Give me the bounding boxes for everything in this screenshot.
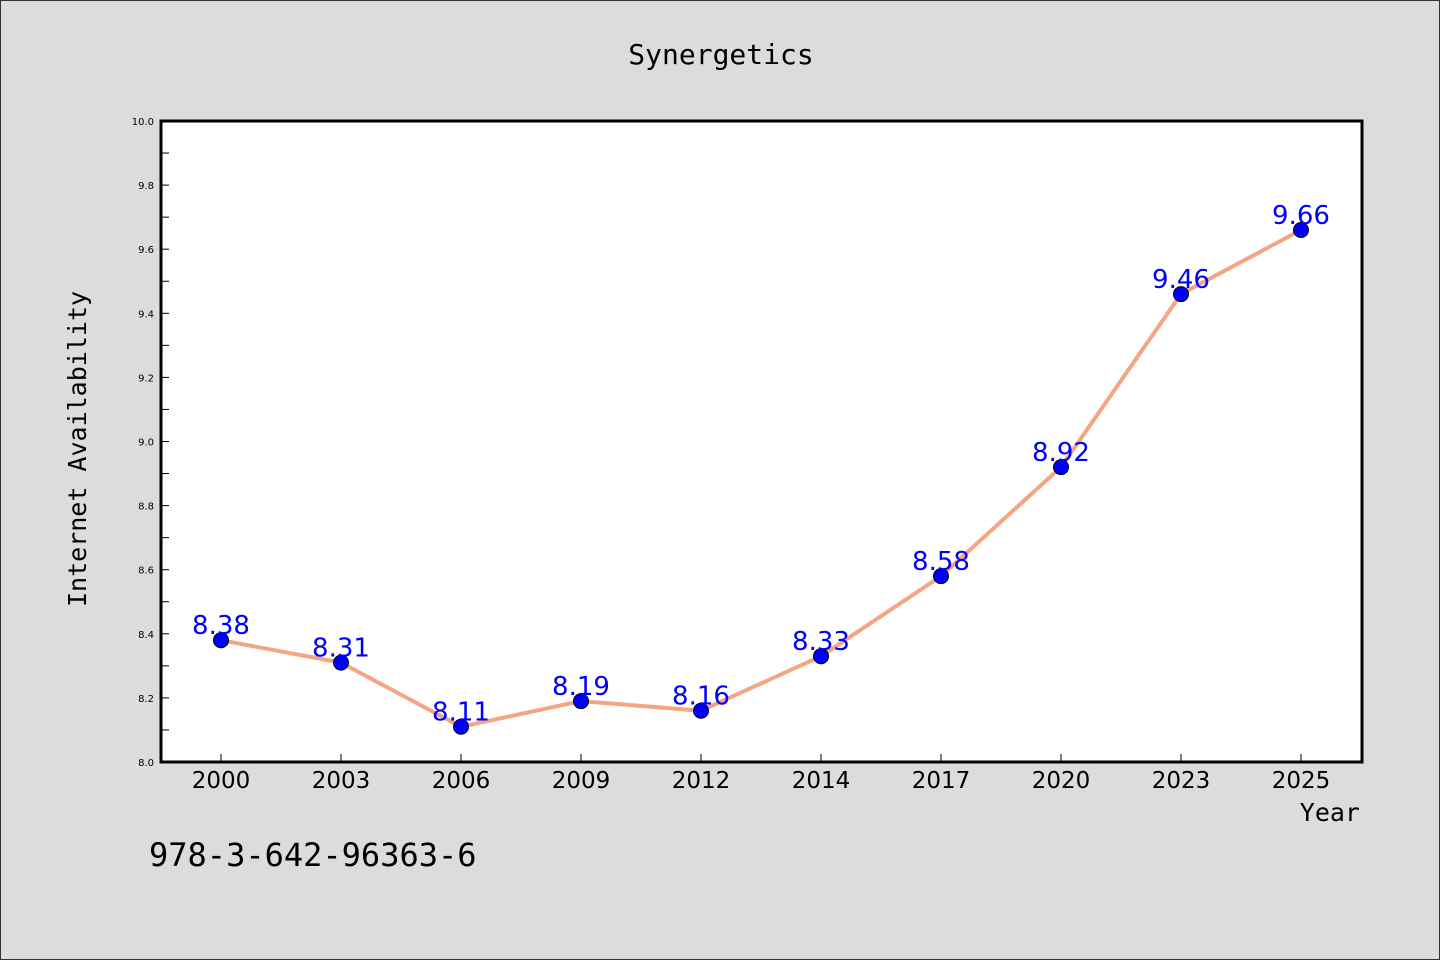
data-labels: 8.38 8.31 8.11 8.19 8.16 8.33 8.58 8.92 9.46 9.66 [192,201,1330,728]
data-label: 8.38 [192,611,250,641]
x-tick-label: 2025 [1272,768,1331,794]
isbn-text: 978-3-642-96363-6 [149,836,477,874]
series-line [219,227,1303,729]
y-tick-label: 9.0 [138,438,154,449]
y-tick-label: 8.0 [138,758,154,769]
data-label: 8.16 [672,682,730,712]
y-tick-label: 9.6 [138,245,154,256]
data-label: 8.31 [312,634,370,664]
data-label: 8.58 [912,547,970,577]
data-point [813,648,829,665]
data-point [333,654,349,671]
plot-area [159,119,1364,764]
data-label: 8.19 [552,672,610,702]
data-label: 9.46 [1152,265,1210,295]
data-point [1293,221,1309,238]
y-tick-label: 8.8 [138,502,154,513]
series-line-group [213,221,1309,735]
data-point [1053,459,1069,476]
y-axis-label: Internet Availability [63,291,92,607]
data-point [573,693,589,710]
y-tick-label: 9.4 [138,309,154,320]
x-axis-label: Year [1300,798,1360,827]
x-tick-label: 2000 [192,768,251,794]
data-point [213,632,229,649]
data-point [453,718,469,735]
x-tick-label: 2014 [792,768,851,794]
x-tick-label: 2009 [552,768,611,794]
y-tick-label: 10.0 [132,117,154,128]
y-axis: 8.0 8.2 8.4 8.6 8.8 9.0 9.2 9.4 9.6 9.8 10.0 [132,117,169,769]
data-label: 9.66 [1272,201,1330,231]
data-label: 8.11 [432,698,490,728]
x-tick-label: 2012 [672,768,731,794]
data-point [933,568,949,585]
y-tick-label: 8.6 [138,566,154,577]
x-tick-label: 2020 [1032,768,1091,794]
x-tick-label: 2017 [912,768,971,794]
y-tick-label: 9.8 [138,181,154,192]
y-tick-label: 9.2 [138,373,154,384]
x-tick-label: 2003 [312,768,371,794]
x-axis: 2000 2003 2006 2009 2012 2014 2017 2020 2023 2025 [192,754,1331,794]
y-tick-label: 8.2 [138,694,154,705]
x-tick-label: 2006 [432,768,491,794]
data-label: 8.33 [792,627,850,657]
y-tick-label: 8.4 [138,630,154,641]
data-label: 8.92 [1032,438,1090,468]
data-point [693,702,709,719]
chart-title: Synergetics [628,38,813,71]
x-tick-label: 2023 [1152,768,1211,794]
data-point [1173,286,1189,303]
